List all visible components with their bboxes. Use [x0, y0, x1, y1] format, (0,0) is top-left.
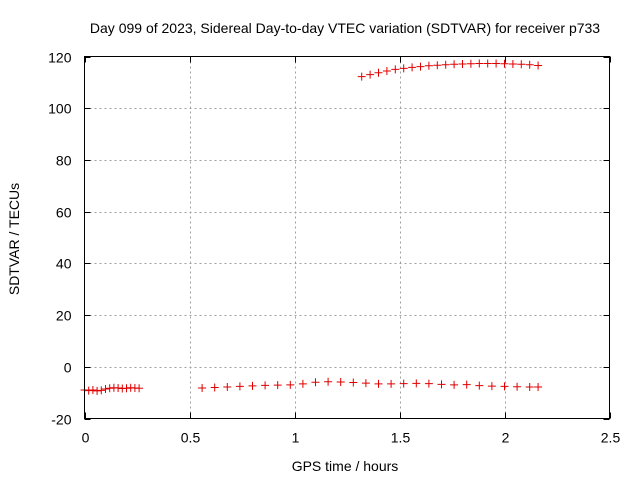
x-tick-label: 1 [292, 430, 300, 446]
x-tick-label: 2 [502, 430, 510, 446]
y-axis-label: SDTVAR / TECUs [6, 183, 22, 295]
data-point [361, 379, 370, 388]
x-tick-label: 0 [82, 430, 90, 446]
data-point [483, 59, 492, 68]
data-point [433, 61, 442, 70]
data-point [450, 60, 459, 69]
data-point [462, 380, 471, 389]
data-point [357, 72, 366, 81]
x-axis-label: GPS time / hours [292, 458, 399, 474]
data-point [513, 382, 522, 391]
data-point [424, 61, 433, 70]
data-point [122, 384, 131, 393]
data-point [416, 62, 425, 71]
data-point [525, 382, 534, 391]
data-point [374, 68, 383, 77]
x-tick-label: 2.5 [601, 430, 621, 446]
data-point [399, 379, 408, 388]
data-point [93, 386, 102, 395]
y-tick-label: 120 [48, 50, 72, 66]
y-tick-label: 20 [56, 308, 72, 324]
data-point [366, 70, 375, 79]
y-tick-label: 80 [56, 153, 72, 169]
y-tick-label: 100 [48, 101, 72, 117]
data-point [517, 60, 526, 69]
data-point [223, 382, 232, 391]
data-point [492, 59, 501, 68]
data-point [437, 380, 446, 389]
x-tick-label: 1.5 [391, 430, 411, 446]
y-tick-label: 40 [56, 256, 72, 272]
data-point [500, 59, 509, 68]
data-point [412, 379, 421, 388]
data-point [235, 382, 244, 391]
data-point [135, 384, 144, 393]
data-point [508, 59, 517, 68]
data-point [487, 382, 496, 391]
chart-title: Day 099 of 2023, Sidereal Day-to-day VTE… [90, 20, 600, 36]
data-point [324, 377, 333, 386]
data-point [248, 381, 257, 390]
data-point [97, 386, 106, 395]
data-point [114, 383, 123, 392]
data-point [286, 380, 295, 389]
data-point [198, 383, 207, 392]
data-point [298, 379, 307, 388]
data-point [84, 386, 93, 395]
grid [84, 56, 610, 419]
axis-ticks: 0 0.5 1 1.5 2 2.5 -20 0 20 40 60 80 100 120 [48, 50, 620, 446]
data-point [458, 59, 467, 68]
data-point [101, 385, 110, 394]
data-point [534, 382, 543, 391]
data-point [88, 386, 97, 395]
data-point [273, 381, 282, 390]
data-point [105, 384, 114, 393]
data-point [525, 60, 534, 69]
y-tick-label: -20 [51, 412, 71, 428]
data-point [475, 59, 484, 68]
data-point [475, 381, 484, 390]
data-point [399, 64, 408, 73]
data-point [424, 379, 433, 388]
data-point [311, 378, 320, 387]
data-point [500, 382, 509, 391]
data-point [534, 61, 543, 70]
y-tick-label: 60 [56, 205, 72, 221]
data-point [382, 66, 391, 75]
x-tick-label: 0.5 [181, 430, 201, 446]
data-points [80, 59, 543, 395]
data-point [374, 379, 383, 388]
y-tick-label: 0 [64, 360, 72, 376]
data-point [387, 379, 396, 388]
data-point [349, 378, 358, 387]
data-point [450, 380, 459, 389]
data-point [261, 381, 270, 390]
data-point [466, 59, 475, 68]
data-point [391, 65, 400, 74]
data-point [441, 60, 450, 69]
data-point [336, 378, 345, 387]
data-point [408, 63, 417, 72]
plot-frame [84, 56, 610, 419]
data-point [210, 383, 219, 392]
